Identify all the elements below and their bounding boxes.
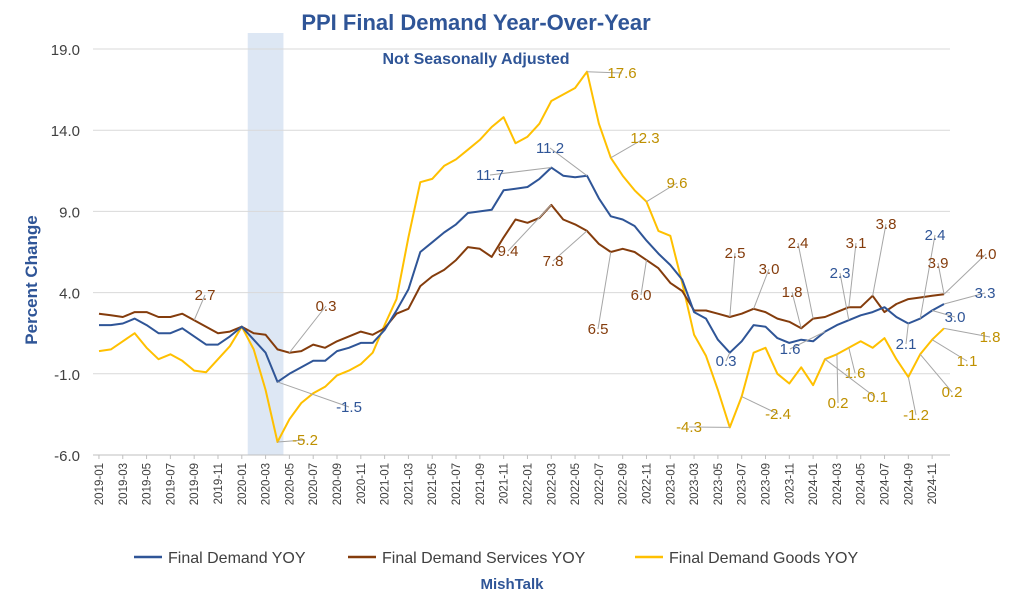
y-tick-label: 9.0 bbox=[59, 204, 80, 221]
x-tick-label: 2019-03 bbox=[118, 463, 130, 505]
goods-line bbox=[99, 72, 944, 442]
x-tick-label: 2020-11 bbox=[356, 463, 368, 504]
x-tick-label: 2019-01 bbox=[94, 463, 106, 505]
chart-subtitle: Not Seasonally Adjusted bbox=[383, 51, 570, 68]
services-annotation: 3.0 bbox=[759, 261, 780, 278]
x-tick-label: 2023-07 bbox=[737, 463, 749, 505]
final-demand-annotation: 0.3 bbox=[716, 353, 737, 370]
goods-annotation: -4.3 bbox=[676, 419, 702, 436]
x-tick-label: 2024-07 bbox=[880, 463, 892, 505]
goods-annotation: 0.2 bbox=[828, 395, 849, 412]
services-annotation: 2.5 bbox=[725, 245, 746, 262]
x-tick-label: 2021-09 bbox=[475, 463, 487, 505]
x-tick-label: 2021-01 bbox=[380, 463, 392, 505]
services-annotation: 6.5 bbox=[588, 321, 609, 338]
final-demand-annotation: -1.5 bbox=[336, 399, 362, 416]
x-tick-label: 2021-05 bbox=[427, 463, 439, 505]
x-tick-label: 2024-09 bbox=[903, 463, 915, 505]
legend-label-goods: Final Demand Goods YOY bbox=[669, 550, 858, 567]
x-tick-label: 2019-09 bbox=[189, 463, 201, 505]
annotation-leader bbox=[598, 252, 611, 329]
x-tick-label: 2024-05 bbox=[856, 463, 868, 505]
y-tick-label: 19.0 bbox=[51, 42, 80, 59]
goods-annotation: 12.3 bbox=[630, 130, 659, 147]
services-annotation: 2.4 bbox=[788, 235, 809, 252]
final-demand-annotation: 11.2 bbox=[536, 140, 564, 157]
final-demand-annotation: 1.6 bbox=[780, 341, 801, 358]
x-tick-label: 2024-01 bbox=[808, 463, 820, 505]
services-annotation: 1.8 bbox=[782, 284, 803, 301]
goods-annotation: 9.6 bbox=[667, 175, 688, 192]
plot-area: 19.0 14.0 9.0 4.0 -1.0 -6.0 2019-01 2019-03 2019… bbox=[51, 33, 1001, 505]
x-tick-label: 2022-11 bbox=[641, 463, 653, 504]
services-annotation: 3.1 bbox=[846, 235, 867, 252]
final-demand-annotation: 2.4 bbox=[925, 227, 946, 244]
y-tick-label: 14.0 bbox=[51, 123, 80, 140]
goods-annotation: -2.4 bbox=[765, 406, 791, 423]
x-tick-label: 2022-03 bbox=[546, 463, 558, 505]
services-annotation: 9.4 bbox=[498, 243, 519, 260]
x-tick-label: 2019-07 bbox=[165, 463, 177, 505]
legend-label-final-demand: Final Demand YOY bbox=[168, 550, 306, 567]
x-tick-label: 2023-05 bbox=[713, 463, 725, 505]
x-tick-label: 2021-07 bbox=[451, 463, 463, 505]
services-line bbox=[99, 205, 944, 353]
annotation-leader bbox=[873, 224, 886, 296]
goods-annotation: -0.1 bbox=[862, 389, 888, 406]
final-demand-annotation: 3.0 bbox=[945, 309, 966, 326]
x-tick-label: 2019-11 bbox=[213, 463, 225, 504]
x-tick-label: 2022-05 bbox=[570, 463, 582, 505]
services-annotation: 3.8 bbox=[876, 216, 897, 233]
x-tick-label: 2020-07 bbox=[308, 463, 320, 505]
x-tick-label: 2022-01 bbox=[522, 463, 534, 505]
x-tick-label: 2022-07 bbox=[594, 463, 606, 505]
annotation-leader bbox=[798, 243, 813, 319]
services-annotation: 4.0 bbox=[976, 246, 997, 263]
services-annotation: 3.9 bbox=[928, 255, 949, 272]
x-tick-label: 2019-05 bbox=[142, 463, 154, 505]
goods-annotation: 1.8 bbox=[980, 329, 1001, 346]
x-tick-label: 2020-01 bbox=[237, 463, 249, 505]
services-annotation: 0.3 bbox=[316, 298, 337, 315]
x-tick-label: 2024-11 bbox=[927, 463, 939, 504]
final-demand-annotation: 11.7 bbox=[476, 167, 504, 184]
footer-brand: MishTalk bbox=[480, 576, 544, 593]
x-tick-label: 2022-09 bbox=[618, 463, 630, 505]
annotation-leader bbox=[730, 253, 735, 317]
goods-annotation: 17.6 bbox=[607, 65, 636, 82]
x-tick-label: 2023-09 bbox=[761, 463, 773, 505]
services-annotation: 7.8 bbox=[543, 253, 564, 270]
goods-annotation: 1.1 bbox=[957, 353, 978, 370]
final-demand-annotation: 3.3 bbox=[975, 285, 996, 302]
x-tick-label: 2023-01 bbox=[665, 463, 677, 505]
legend: Final Demand YOY Final Demand Services YO… bbox=[134, 550, 858, 567]
annotation-leader bbox=[920, 235, 935, 319]
legend-label-services: Final Demand Services YOY bbox=[382, 550, 586, 567]
x-tick-label: 2023-03 bbox=[689, 463, 701, 505]
services-annotation: 2.7 bbox=[195, 287, 216, 304]
services-annotation: 6.0 bbox=[631, 287, 652, 304]
y-axis-label: Percent Change bbox=[22, 215, 41, 344]
goods-annotation: 0.2 bbox=[942, 384, 963, 401]
goods-annotation: -1.2 bbox=[903, 407, 929, 424]
x-tick-label: 2020-03 bbox=[261, 463, 273, 505]
goods-annotation: 1.6 bbox=[845, 365, 866, 382]
x-tick-label: 2020-09 bbox=[332, 463, 344, 505]
final-demand-annotation: 2.3 bbox=[830, 265, 851, 282]
x-tick-label: 2021-03 bbox=[403, 463, 415, 505]
chart-title: PPI Final Demand Year-Over-Year bbox=[301, 10, 651, 35]
y-tick-label: -6.0 bbox=[54, 448, 80, 465]
x-tick-label: 2023-11 bbox=[784, 463, 796, 504]
x-tick-label: 2021-11 bbox=[499, 463, 511, 504]
y-tick-label: -1.0 bbox=[54, 367, 80, 384]
y-tick-label: 4.0 bbox=[59, 286, 80, 303]
final-demand-annotation: 2.1 bbox=[896, 336, 917, 353]
x-tick-label: 2020-05 bbox=[284, 463, 296, 505]
x-tick-label: 2024-03 bbox=[832, 463, 844, 505]
goods-annotation: -5.2 bbox=[292, 432, 318, 449]
